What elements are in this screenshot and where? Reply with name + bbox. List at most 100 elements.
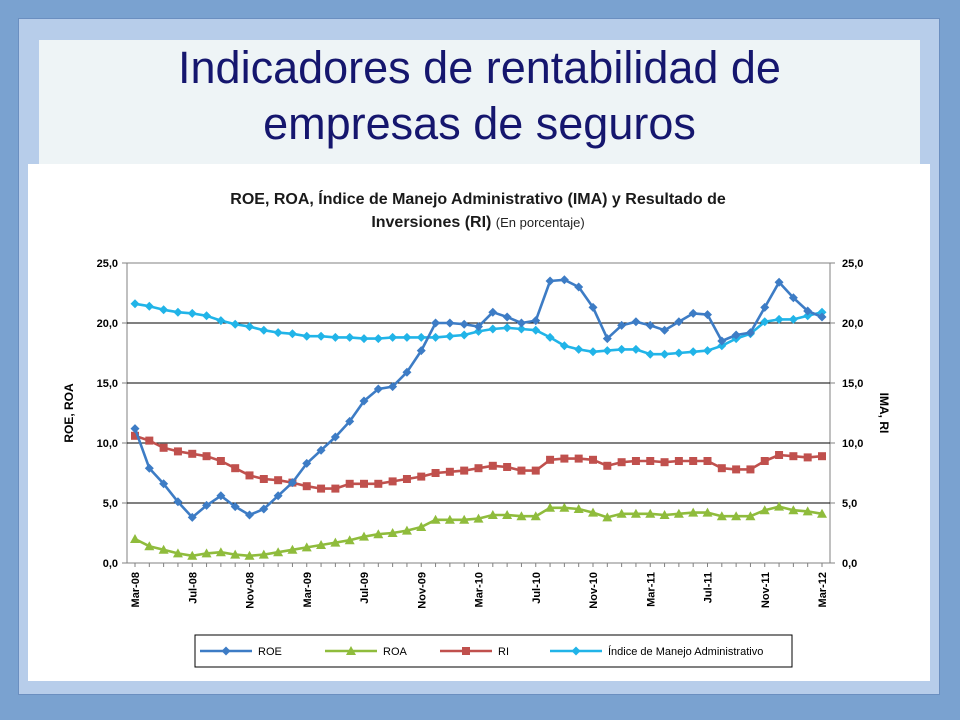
data-point	[774, 277, 784, 287]
data-point	[216, 316, 226, 326]
data-point	[144, 541, 155, 551]
data-point	[144, 301, 154, 311]
data-point	[559, 502, 570, 512]
data-point	[603, 461, 612, 470]
data-point	[216, 491, 226, 501]
data-point	[602, 512, 613, 522]
data-point	[717, 464, 726, 473]
y-tick-label-left: 15,0	[97, 378, 118, 390]
x-tick-label: Mar-10	[474, 572, 486, 607]
data-point	[330, 332, 340, 342]
data-point	[645, 349, 655, 359]
series-line	[133, 278, 823, 519]
data-point	[159, 443, 168, 452]
data-point	[703, 346, 712, 356]
data-point	[344, 535, 355, 545]
legend-marker	[571, 646, 581, 656]
legend-label: ROE	[258, 646, 282, 658]
data-point	[416, 332, 426, 342]
data-point	[617, 344, 627, 354]
data-point	[187, 512, 197, 522]
data-point	[215, 547, 226, 557]
data-point	[759, 505, 770, 515]
data-point	[817, 307, 827, 317]
data-point	[545, 332, 555, 342]
series-roa	[130, 501, 827, 560]
x-tick-label: Nov-10	[588, 572, 600, 609]
data-point	[660, 325, 670, 335]
legend-box	[194, 634, 793, 668]
legend-marker	[346, 646, 356, 655]
data-point	[731, 511, 742, 521]
x-tick-label: Jul-10	[531, 572, 543, 604]
data-point	[530, 511, 541, 521]
data-point	[316, 331, 326, 341]
data-point	[173, 447, 182, 456]
data-point	[660, 458, 669, 467]
data-point	[502, 510, 513, 519]
data-point	[631, 457, 640, 465]
data-point	[273, 491, 283, 501]
data-point	[374, 479, 383, 488]
data-point	[703, 310, 712, 320]
data-point	[803, 311, 813, 321]
data-point	[202, 452, 211, 461]
x-tick-label: Nov-11	[760, 572, 772, 608]
data-point	[316, 445, 326, 455]
data-point	[245, 510, 254, 520]
y-tick-label-left: 25,0	[97, 258, 118, 270]
data-point	[159, 479, 169, 489]
series-ri	[131, 431, 826, 493]
data-point	[616, 508, 627, 518]
data-point	[488, 307, 498, 317]
data-point	[359, 531, 369, 541]
data-point	[673, 508, 684, 518]
data-point	[360, 479, 368, 488]
data-point	[674, 457, 683, 465]
data-point	[273, 328, 283, 338]
y-tick-label-left: 5,0	[103, 498, 118, 510]
data-point	[659, 510, 670, 519]
data-point	[645, 320, 655, 330]
data-point	[188, 449, 197, 458]
data-point	[588, 302, 598, 312]
x-tick-label: Nov-09	[416, 572, 428, 609]
x-tick-label: Jul-09	[359, 572, 371, 604]
data-point	[688, 308, 698, 318]
data-point	[674, 348, 684, 358]
data-point	[760, 457, 769, 465]
series-roe	[130, 275, 827, 522]
x-tick-label: Nov-08	[245, 572, 257, 609]
y-axis-title-right: IMA, RI	[877, 393, 891, 434]
x-tick-label: Mar-11	[645, 572, 657, 607]
y-tick-label-right: 5,0	[842, 498, 857, 510]
data-point	[245, 471, 254, 480]
data-point	[588, 507, 598, 517]
y-tick-label-right: 0,0	[842, 558, 857, 570]
y-tick-label-right: 25,0	[842, 258, 863, 270]
data-point	[417, 472, 426, 481]
data-point	[487, 510, 498, 519]
data-point	[302, 482, 311, 491]
data-point	[546, 455, 555, 464]
data-point	[588, 347, 598, 357]
data-point	[416, 346, 426, 356]
slide-title-line1: Indicadores de rentabilidad de	[178, 42, 781, 93]
data-point	[573, 504, 584, 513]
legend-marker	[462, 647, 470, 655]
data-point	[545, 276, 555, 286]
y-tick-label-right: 20,0	[842, 318, 863, 330]
data-point	[359, 396, 369, 406]
data-point	[545, 502, 556, 512]
data-point	[373, 384, 383, 394]
data-point	[402, 367, 412, 377]
data-point	[516, 324, 526, 334]
data-point	[402, 475, 411, 483]
y-axis-title-left: ROE, ROA	[62, 383, 76, 443]
data-point	[131, 431, 139, 440]
data-point	[373, 334, 383, 344]
data-point	[258, 549, 269, 559]
data-point	[259, 504, 269, 514]
data-point	[674, 317, 684, 327]
data-point	[173, 497, 183, 507]
